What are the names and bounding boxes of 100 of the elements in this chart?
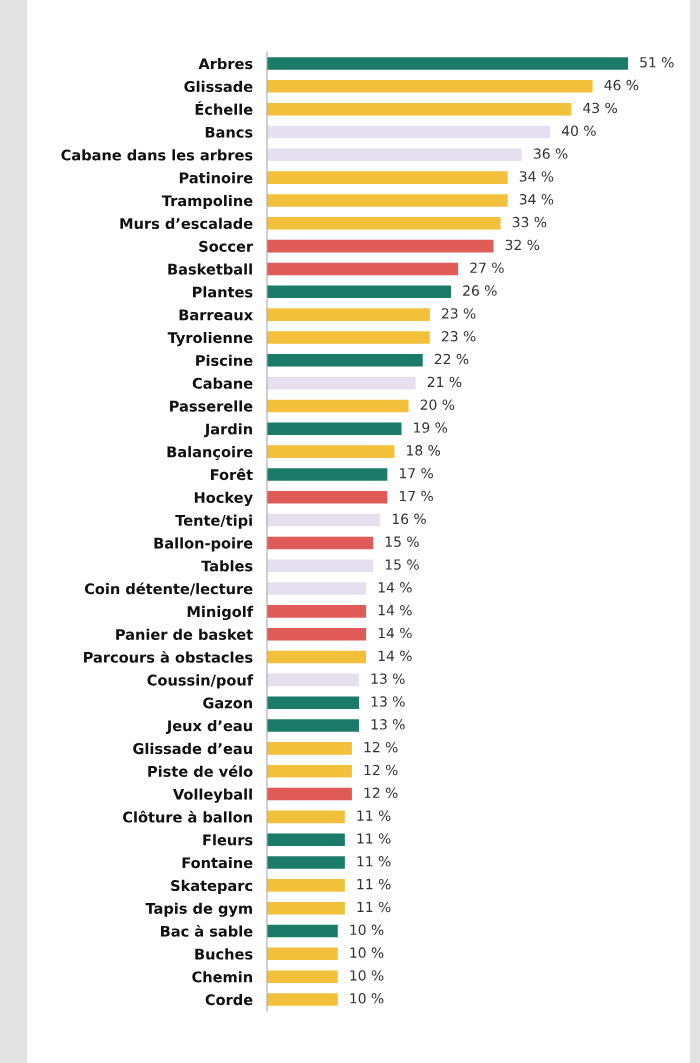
data-label: 34 % [519, 194, 554, 205]
y-tick-label: Passerelle [170, 400, 253, 412]
data-label: 15 % [385, 559, 419, 570]
data-label: 12 % [364, 764, 398, 776]
y-tick-label: Balançoire [167, 446, 253, 460]
y-tick-label: Bac à sable [161, 924, 253, 937]
bar [267, 148, 522, 162]
bar [267, 513, 381, 527]
bar [267, 650, 367, 664]
bar [267, 194, 508, 207]
data-label: 34 % [519, 171, 554, 182]
y-tick-label: Tente/tipi [175, 514, 252, 529]
bar [267, 239, 494, 253]
bar [267, 217, 501, 230]
data-label: 14 % [378, 627, 412, 639]
y-tick-label: Tables [201, 560, 253, 572]
bar [267, 742, 352, 755]
y-tick-label: Patinoire [179, 172, 253, 184]
data-label: 17 % [399, 490, 433, 502]
y-tick-label: Cabane [192, 377, 253, 389]
bar [267, 125, 551, 139]
bar [267, 422, 402, 436]
y-tick-label: Glissade d’eau [133, 742, 252, 755]
data-label: 40 % [561, 125, 596, 137]
data-label: 14 % [378, 604, 412, 616]
y-tick-label: Glissade [184, 80, 253, 93]
bar [267, 490, 388, 504]
bar [267, 445, 395, 458]
y-tick-label: Soccer [199, 240, 254, 252]
bar [267, 102, 572, 116]
bar [267, 764, 352, 778]
data-label: 23 % [441, 308, 476, 319]
bar [267, 787, 352, 801]
data-label: 15 % [385, 536, 419, 547]
y-tick-label: Chemin [192, 971, 252, 983]
bar [267, 879, 345, 892]
y-tick-label: Skateparc [171, 879, 253, 894]
data-label: 13 % [371, 673, 405, 684]
y-tick-label: Murs d’escalade [120, 217, 253, 230]
bar [267, 696, 360, 709]
y-tick-label: Volleyball [173, 788, 252, 803]
bar [267, 947, 338, 961]
data-label: 36 % [533, 148, 568, 159]
y-tick-label: Jardin [204, 423, 252, 438]
bar [267, 171, 508, 184]
y-tick-label: Clôture à ballon [123, 810, 252, 823]
y-tick-label: Panier de basket [116, 628, 253, 640]
bar [267, 673, 360, 687]
bar [267, 719, 360, 732]
data-label: 18 % [407, 445, 441, 456]
data-label: 20 % [420, 399, 455, 410]
data-label: 13 % [371, 696, 405, 707]
data-label: 19 % [414, 422, 448, 433]
y-tick-label: Corde [205, 993, 253, 1006]
bar [267, 262, 459, 276]
y-tick-label: Minigolf [187, 605, 254, 621]
data-label: 11 % [357, 810, 391, 821]
y-tick-label: Coin détente/lecture [84, 582, 253, 596]
data-label: 11 % [357, 856, 391, 867]
data-label: 46 % [604, 79, 639, 91]
bar [267, 285, 452, 299]
bar [267, 468, 388, 481]
data-label: 22 % [434, 353, 469, 365]
y-tick-label: Coussin/pouf [147, 674, 254, 689]
data-label: 21 % [427, 376, 462, 388]
y-tick-label: Cabane dans les arbres [61, 149, 253, 161]
data-label: 32 % [505, 239, 540, 251]
bar [267, 308, 430, 321]
y-tick-label: Piscine [196, 354, 253, 367]
y-tick-label: Fontaine [182, 856, 253, 869]
bar [267, 970, 338, 983]
data-label: 51 % [640, 57, 674, 68]
bar [267, 536, 374, 550]
data-label: 16 % [392, 513, 426, 525]
bar [267, 559, 374, 573]
data-label: 10 % [350, 970, 384, 981]
data-label: 10 % [350, 947, 384, 958]
bar [267, 399, 409, 413]
y-tick-label: Barreaux [179, 309, 253, 321]
y-tick-label: Échelle [195, 101, 253, 115]
y-tick-label: Plantes [193, 286, 253, 298]
data-label: 14 % [378, 582, 412, 593]
data-label: 43 % [583, 102, 617, 114]
y-tick-label: Buches [195, 948, 253, 960]
bar [267, 810, 345, 824]
y-tick-label: Bancs [205, 126, 253, 138]
data-label: 10 % [350, 993, 384, 1004]
data-label: 11 % [357, 878, 391, 890]
data-label: 17 % [399, 467, 433, 479]
data-label: 12 % [364, 787, 398, 799]
y-tick-label: Gazon [203, 697, 252, 709]
data-label: 23 % [441, 330, 476, 342]
data-label: 11 % [357, 833, 391, 844]
data-label: 14 % [378, 650, 412, 662]
data-label: 12 % [364, 741, 398, 753]
bar [267, 605, 367, 618]
bar [267, 924, 338, 938]
bar [267, 80, 593, 93]
y-tick-label: Tapis de gym [145, 902, 252, 917]
y-tick-label: Basketball [168, 263, 252, 275]
